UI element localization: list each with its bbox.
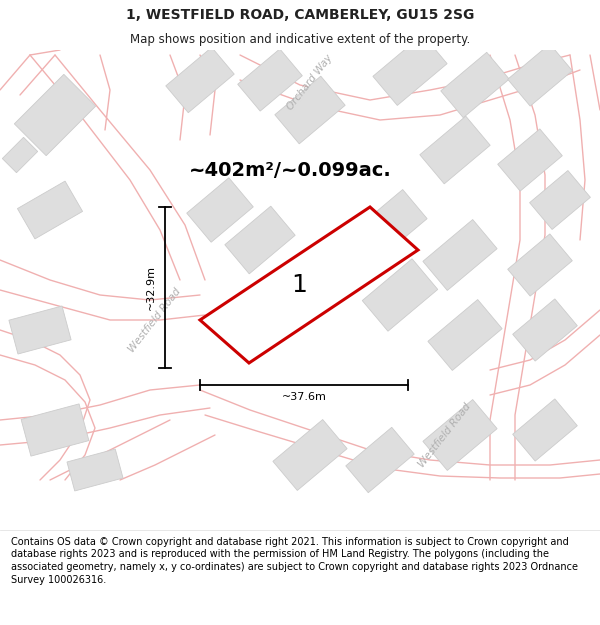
Polygon shape — [441, 52, 509, 118]
Polygon shape — [423, 399, 497, 471]
Polygon shape — [9, 306, 71, 354]
Polygon shape — [14, 74, 95, 156]
Text: ~32.9m: ~32.9m — [146, 265, 156, 310]
Polygon shape — [353, 189, 427, 261]
Text: 1, WESTFIELD ROAD, CAMBERLEY, GU15 2SG: 1, WESTFIELD ROAD, CAMBERLEY, GU15 2SG — [126, 8, 474, 22]
Text: 1: 1 — [292, 273, 307, 297]
Polygon shape — [225, 206, 295, 274]
Polygon shape — [512, 399, 577, 461]
Polygon shape — [497, 129, 562, 191]
Text: Contains OS data © Crown copyright and database right 2021. This information is : Contains OS data © Crown copyright and d… — [11, 537, 578, 585]
Text: Westfield Road: Westfield Road — [417, 401, 473, 469]
Polygon shape — [346, 428, 414, 493]
Polygon shape — [362, 259, 438, 331]
Polygon shape — [273, 419, 347, 491]
Polygon shape — [67, 449, 123, 491]
Polygon shape — [275, 76, 345, 144]
Polygon shape — [200, 207, 418, 363]
Polygon shape — [166, 48, 234, 112]
Polygon shape — [428, 299, 502, 371]
Polygon shape — [420, 116, 490, 184]
Text: Map shows position and indicative extent of the property.: Map shows position and indicative extent… — [130, 32, 470, 46]
Polygon shape — [187, 177, 253, 242]
Polygon shape — [238, 49, 302, 111]
Polygon shape — [530, 171, 590, 229]
Text: Westfield Road: Westfield Road — [127, 286, 183, 354]
Text: Orchard Way: Orchard Way — [286, 52, 335, 112]
Polygon shape — [21, 404, 89, 456]
Text: ~402m²/~0.099ac.: ~402m²/~0.099ac. — [188, 161, 391, 179]
Polygon shape — [512, 299, 577, 361]
Polygon shape — [508, 234, 572, 296]
Polygon shape — [373, 34, 447, 106]
Polygon shape — [17, 181, 83, 239]
Polygon shape — [423, 219, 497, 291]
Text: ~37.6m: ~37.6m — [281, 392, 326, 402]
Polygon shape — [508, 44, 572, 106]
Polygon shape — [2, 138, 38, 172]
